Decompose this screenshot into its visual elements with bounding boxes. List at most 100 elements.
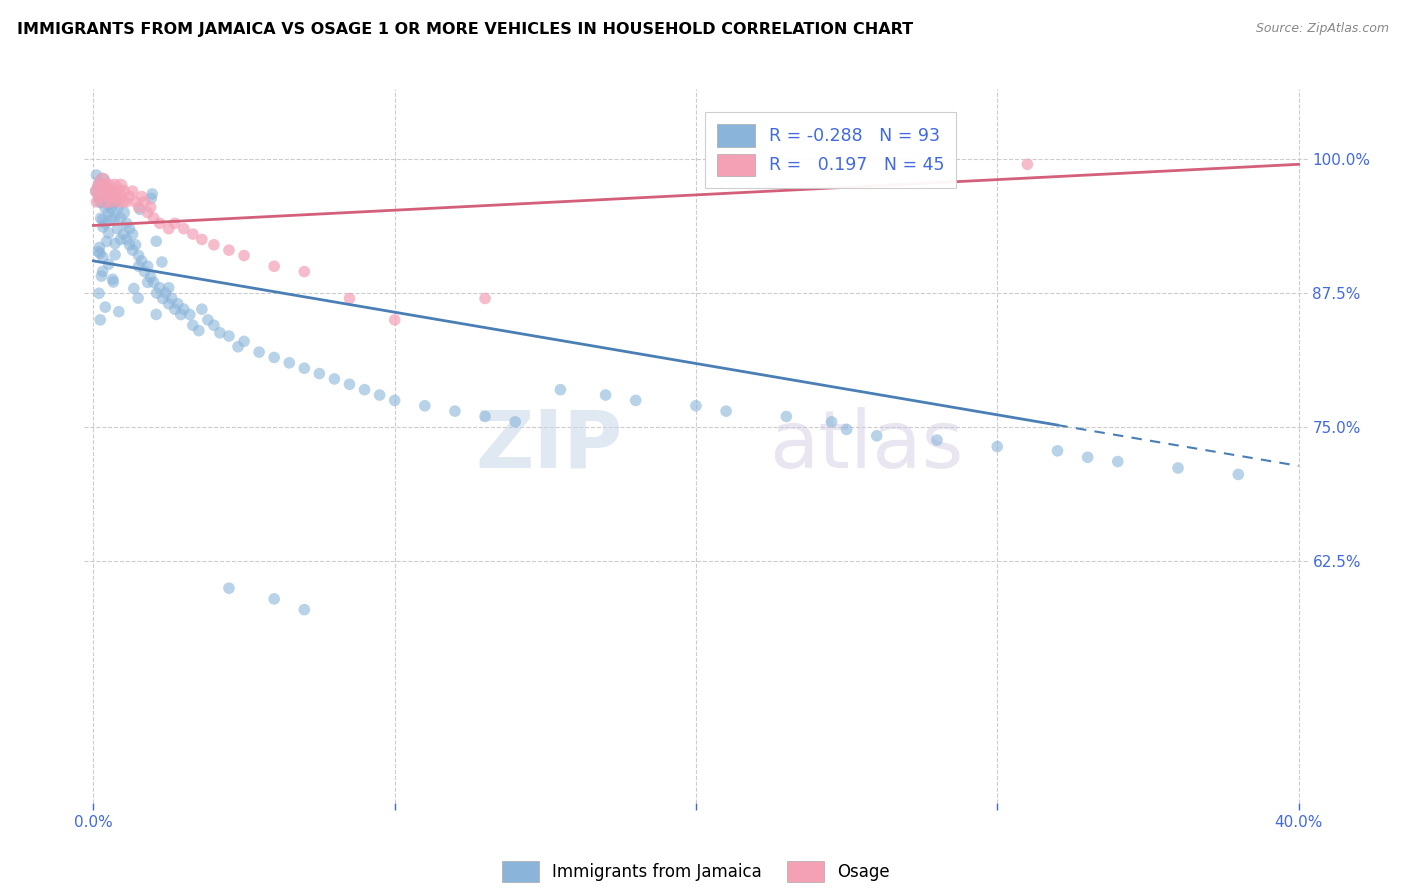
Point bbox=[155, 286, 177, 301]
Point bbox=[170, 308, 193, 322]
Point bbox=[820, 415, 842, 429]
Point bbox=[263, 259, 285, 273]
Point bbox=[233, 248, 256, 262]
Point bbox=[139, 270, 162, 285]
Point bbox=[166, 297, 188, 311]
Point bbox=[89, 189, 111, 203]
Point bbox=[624, 393, 647, 408]
Point bbox=[124, 194, 146, 209]
Point bbox=[1107, 454, 1129, 468]
Point bbox=[91, 184, 114, 198]
Point bbox=[187, 324, 209, 338]
Point bbox=[97, 257, 120, 271]
Point bbox=[103, 194, 125, 209]
Point bbox=[474, 409, 496, 424]
Point bbox=[197, 313, 219, 327]
Point bbox=[100, 211, 122, 225]
Point bbox=[208, 326, 231, 340]
Point bbox=[292, 602, 315, 616]
Point bbox=[107, 304, 129, 318]
Point bbox=[775, 409, 797, 424]
Text: ZIP: ZIP bbox=[475, 407, 623, 485]
Point bbox=[103, 178, 125, 193]
Point bbox=[86, 184, 108, 198]
Text: Source: ZipAtlas.com: Source: ZipAtlas.com bbox=[1256, 22, 1389, 36]
Point bbox=[128, 259, 150, 273]
Point bbox=[89, 194, 111, 209]
Text: IMMIGRANTS FROM JAMAICA VS OSAGE 1 OR MORE VEHICLES IN HOUSEHOLD CORRELATION CHA: IMMIGRANTS FROM JAMAICA VS OSAGE 1 OR MO… bbox=[17, 22, 912, 37]
Point bbox=[103, 275, 125, 289]
Point bbox=[136, 276, 159, 290]
Point bbox=[94, 300, 117, 314]
Point bbox=[323, 372, 346, 386]
Point bbox=[107, 194, 129, 209]
Point bbox=[103, 211, 125, 225]
Point bbox=[128, 200, 150, 214]
Point bbox=[152, 292, 174, 306]
Point bbox=[263, 351, 285, 365]
Point bbox=[1017, 157, 1039, 171]
Text: atlas: atlas bbox=[769, 407, 963, 485]
Point bbox=[91, 178, 114, 193]
Point bbox=[139, 191, 162, 205]
Point bbox=[145, 286, 167, 301]
Point bbox=[339, 377, 361, 392]
Point bbox=[91, 219, 114, 234]
Point bbox=[94, 200, 117, 214]
Point bbox=[191, 232, 214, 246]
Point bbox=[89, 240, 111, 254]
Point bbox=[112, 205, 135, 219]
Point bbox=[115, 216, 138, 230]
Point bbox=[444, 404, 467, 418]
Point bbox=[131, 253, 153, 268]
Point bbox=[94, 194, 117, 209]
Point bbox=[474, 292, 496, 306]
Point bbox=[121, 243, 143, 257]
Point bbox=[136, 205, 159, 219]
Point bbox=[149, 281, 172, 295]
Point bbox=[89, 313, 111, 327]
Point bbox=[103, 189, 125, 203]
Point bbox=[101, 272, 124, 286]
Point bbox=[110, 178, 132, 193]
Point bbox=[115, 232, 138, 246]
Point bbox=[550, 383, 572, 397]
Point bbox=[91, 212, 114, 227]
Point bbox=[278, 356, 301, 370]
Point bbox=[160, 292, 183, 306]
Point bbox=[97, 194, 120, 209]
Point bbox=[100, 194, 122, 209]
Point bbox=[292, 265, 315, 279]
Point bbox=[339, 292, 361, 306]
Point bbox=[191, 302, 214, 317]
Point bbox=[131, 189, 153, 203]
Point bbox=[149, 216, 172, 230]
Point bbox=[122, 281, 145, 295]
Point bbox=[202, 237, 225, 252]
Point bbox=[110, 232, 132, 246]
Point bbox=[157, 281, 180, 295]
Point bbox=[835, 422, 858, 436]
Point bbox=[163, 216, 186, 230]
Point bbox=[91, 264, 114, 278]
Point bbox=[87, 286, 110, 301]
Point bbox=[86, 184, 108, 198]
Point bbox=[90, 211, 112, 226]
Point bbox=[157, 297, 180, 311]
Point bbox=[107, 221, 129, 235]
Point bbox=[134, 265, 156, 279]
Point bbox=[925, 433, 948, 447]
Point bbox=[384, 393, 406, 408]
Point bbox=[714, 404, 737, 418]
Point bbox=[218, 581, 240, 595]
Point bbox=[139, 200, 162, 214]
Point bbox=[1167, 461, 1189, 475]
Point bbox=[368, 388, 391, 402]
Point bbox=[866, 429, 889, 443]
Point bbox=[233, 334, 256, 349]
Point bbox=[141, 186, 163, 201]
Point bbox=[292, 361, 315, 376]
Point bbox=[107, 184, 129, 198]
Point bbox=[91, 194, 114, 209]
Point bbox=[86, 194, 108, 209]
